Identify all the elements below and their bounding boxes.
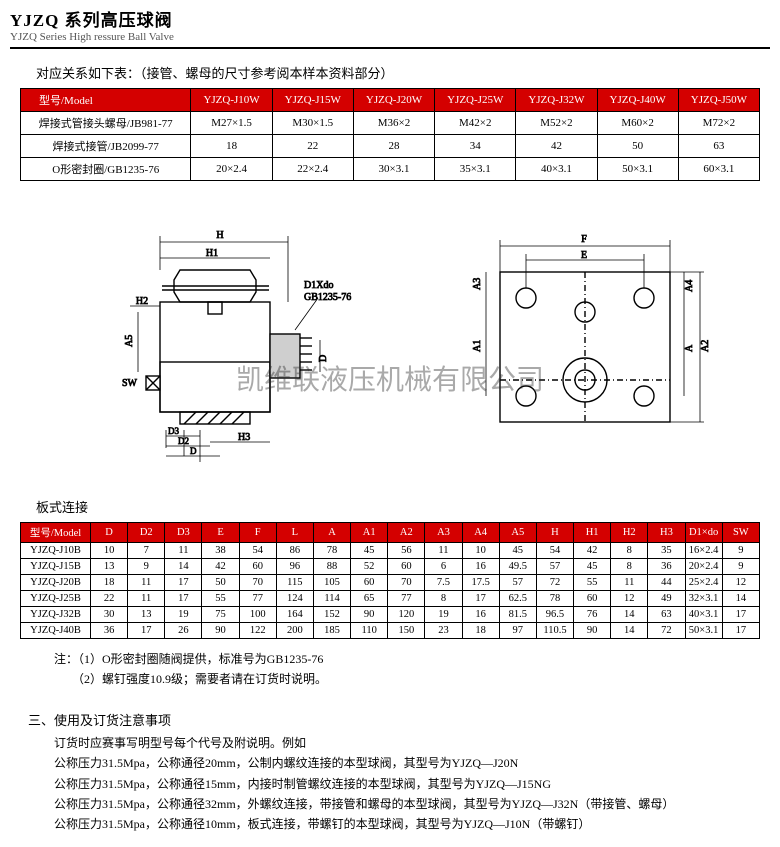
page-title-cn: YJZQ 系列高压球阀 bbox=[10, 6, 770, 31]
table-row: YJZQ-J40B3617269012220018511015023189711… bbox=[21, 623, 760, 639]
col-header: A4 bbox=[462, 523, 499, 543]
usage-line: 公称压力31.5Mpa，公称通径10mm，板式连接，带螺钉的本型球阀，其型号为Y… bbox=[54, 814, 770, 834]
svg-text:E: E bbox=[581, 250, 587, 261]
dim-H: H bbox=[216, 230, 223, 241]
col-header: A2 bbox=[388, 523, 425, 543]
svg-text:D: D bbox=[190, 446, 197, 456]
col-header: A bbox=[313, 523, 350, 543]
table-row: YJZQ-J15B1391442609688526061649.55745836… bbox=[21, 559, 760, 575]
svg-text:H1: H1 bbox=[206, 248, 218, 259]
usage-body: 订货时应赛事写明型号每个代号及附说明。例如公称压力31.5Mpa，公称通径20m… bbox=[54, 733, 770, 835]
col-header: D bbox=[91, 523, 128, 543]
table-row: YJZQ-J20B181117507011510560707.517.55772… bbox=[21, 575, 760, 591]
col-header: A3 bbox=[425, 523, 462, 543]
col-header: D2 bbox=[128, 523, 165, 543]
usage-line: 公称压力31.5Mpa，公称通径20mm，公制内螺纹连接的本型球阀，其型号为YJ… bbox=[54, 753, 770, 773]
notes-prefix: 注： bbox=[54, 652, 78, 666]
col-header: A1 bbox=[351, 523, 388, 543]
usage-line: 公称压力31.5Mpa，公称通径15mm，内接时制管螺纹连接的本型球阀，其型号为… bbox=[54, 774, 770, 794]
svg-text:D2: D2 bbox=[178, 436, 189, 446]
svg-text:A1: A1 bbox=[472, 340, 483, 352]
svg-text:H2: H2 bbox=[136, 296, 148, 307]
col-header: H3 bbox=[648, 523, 685, 543]
diagram-side-view: H H1 H2 A5 SW D3 D2 D H3 bbox=[60, 212, 360, 462]
model-header: 型号/Model bbox=[21, 89, 191, 112]
svg-text:A5: A5 bbox=[124, 335, 135, 347]
svg-text:F: F bbox=[581, 234, 587, 245]
usage-line: 订货时应赛事写明型号每个代号及附说明。例如 bbox=[54, 733, 770, 753]
col-header: H2 bbox=[611, 523, 648, 543]
col-header: H bbox=[536, 523, 573, 543]
col-header: A5 bbox=[499, 523, 536, 543]
svg-text:A: A bbox=[684, 344, 695, 352]
header-rule bbox=[10, 47, 770, 49]
technical-drawings: H H1 H2 A5 SW D3 D2 D H3 bbox=[20, 207, 760, 467]
svg-text:A4: A4 bbox=[684, 280, 695, 292]
col-header: YJZQ-J32W bbox=[516, 89, 597, 112]
col-header: E bbox=[202, 523, 239, 543]
notes-block: 注：（1）O形密封圈随阀提供，标准号为GB1235-76 注：（2）螺钉强度10… bbox=[54, 649, 770, 690]
table-row: 焊接式接管/JB2099-7718222834425063 bbox=[21, 135, 760, 158]
diagram-top-view: F E A3 A1 A4 A A2 bbox=[440, 212, 720, 462]
svg-text:D3: D3 bbox=[168, 426, 179, 436]
usage-title: 三、使用及订货注意事项 bbox=[28, 710, 770, 729]
col-header: YJZQ-J40W bbox=[597, 89, 678, 112]
usage-line: 公称压力31.5Mpa，公称通径32mm，外螺纹连接，带接管和螺母的本型球阀，其… bbox=[54, 794, 770, 814]
page-title-en: YJZQ Series High ressure Ball Valve bbox=[10, 31, 770, 43]
col-header: YJZQ-J10W bbox=[191, 89, 272, 112]
col-header: D3 bbox=[165, 523, 202, 543]
section-plate-label: 板式连接 bbox=[36, 497, 770, 516]
table-row: YJZQ-J32B3013197510016415290120191681.59… bbox=[21, 607, 760, 623]
col-header: L bbox=[276, 523, 313, 543]
note-2: （2）螺钉强度10.9级；需要者请在订货时说明。 bbox=[78, 672, 327, 686]
svg-text:A3: A3 bbox=[472, 278, 483, 290]
table-correspondence: 型号/ModelYJZQ-J10WYJZQ-J15WYJZQ-J20WYJZQ-… bbox=[20, 88, 760, 181]
col-header: YJZQ-J20W bbox=[353, 89, 434, 112]
dim-d1xdo: D1Xdo bbox=[304, 280, 333, 291]
table-row: O形密封圈/GB1235-7620×2.422×2.430×3.135×3.14… bbox=[21, 158, 760, 181]
col-header: YJZQ-J15W bbox=[272, 89, 353, 112]
note-1: （1）O形密封圈随阀提供，标准号为GB1235-76 bbox=[78, 652, 323, 666]
table-row: YJZQ-J10B1071138548678455611104554428351… bbox=[21, 543, 760, 559]
col-header: D1×do bbox=[685, 523, 722, 543]
svg-text:H3: H3 bbox=[238, 432, 250, 443]
table1-caption: 对应关系如下表：（接管、螺母的尺寸参考阅本样本资料部分） bbox=[36, 63, 770, 82]
col-header: SW bbox=[722, 523, 759, 543]
col-header: H1 bbox=[574, 523, 611, 543]
table-plate-dims: 型号/ModelDD2D3EFLAA1A2A3A4A5HH1H2H3D1×doS… bbox=[20, 522, 760, 639]
table-row: 焊接式管接头螺母/JB981-77M27×1.5M30×1.5M36×2M42×… bbox=[21, 112, 760, 135]
svg-text:A2: A2 bbox=[700, 340, 711, 352]
col-header: YJZQ-J50W bbox=[678, 89, 759, 112]
model-header: 型号/Model bbox=[21, 523, 91, 543]
svg-text:D: D bbox=[318, 355, 329, 362]
svg-text:SW: SW bbox=[122, 378, 138, 389]
table-row: YJZQ-J25B2211175577124114657781762.57860… bbox=[21, 591, 760, 607]
col-header: F bbox=[239, 523, 276, 543]
dim-gb: GB1235-76 bbox=[304, 292, 351, 303]
col-header: YJZQ-J25W bbox=[435, 89, 516, 112]
